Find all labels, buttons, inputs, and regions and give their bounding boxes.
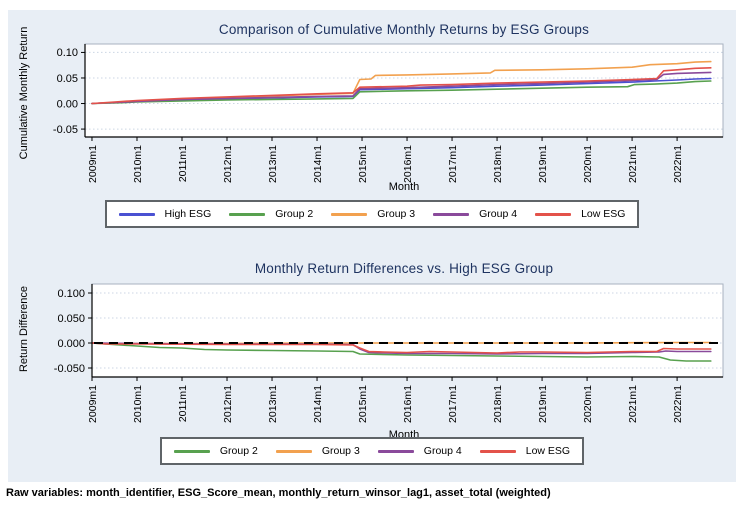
legend-entry-group-3: Group 3 xyxy=(331,208,415,220)
x-tick-label: 2009m1 xyxy=(87,385,99,423)
cumulative-returns-legend: High ESG Group 2 Group 3 Group 4 Low ESG xyxy=(8,200,736,228)
legend-entry-group-2: Group 2 xyxy=(229,208,313,220)
x-tick-label: 2012m1 xyxy=(222,145,234,183)
x-tick-label: 2011m1 xyxy=(177,385,189,422)
x-tick-label: 2017m1 xyxy=(447,145,459,183)
legend-line-swatch xyxy=(229,212,266,216)
x-tick-label: 2012m1 xyxy=(222,385,234,423)
x-tick-label: 2010m1 xyxy=(132,385,144,423)
legend-line-swatch xyxy=(535,212,572,216)
y-tick-label: 0.05 xyxy=(57,73,78,85)
x-tick-label: 2022m1 xyxy=(672,385,684,423)
x-tick-label: 2019m1 xyxy=(537,385,549,423)
legend-line-swatch xyxy=(173,449,210,453)
x-tick-label: 2013m1 xyxy=(267,145,279,183)
legend-entry-high-esg: High ESG xyxy=(118,208,212,220)
x-tick-label: 2019m1 xyxy=(537,145,549,183)
legend-line-swatch xyxy=(479,449,516,453)
legend-line-swatch xyxy=(331,212,368,216)
x-tick-label: 2017m1 xyxy=(447,385,459,423)
raw-variables-note: Raw variables: month_identifier, ESG_Sco… xyxy=(6,487,551,499)
series-line-low-esg xyxy=(91,66,712,105)
legend-label: High ESG xyxy=(164,208,212,220)
x-tick-label: 2009m1 xyxy=(87,145,99,183)
x-tick-label: 2021m1 xyxy=(627,145,639,183)
return-differences-chart-title: Monthly Return Differences vs. High ESG … xyxy=(254,261,554,276)
legend-label: Low ESG xyxy=(525,445,571,457)
series-line-group-4 xyxy=(91,71,712,105)
legend-label: Group 4 xyxy=(479,208,518,220)
graph-figure: Comparison of Cumulative Monthly Returns… xyxy=(8,10,736,482)
legend-entry-low-esg: Low ESG xyxy=(479,445,571,457)
x-tick-label: 2020m1 xyxy=(582,145,594,183)
y-tick-label: -0.050 xyxy=(54,363,85,375)
legend-line-swatch xyxy=(433,212,470,216)
y-tick-label: -0.05 xyxy=(53,124,78,136)
legend-entry-group-2: Group 2 xyxy=(173,445,258,457)
legend-label: Group 3 xyxy=(377,208,416,220)
legend-entry-group-4: Group 4 xyxy=(377,445,462,457)
y-tick-label: 0.00 xyxy=(57,98,78,110)
x-tick-label: 2016m1 xyxy=(402,145,414,183)
legend-entry-group-3: Group 3 xyxy=(275,445,360,457)
y-tick-label: 0.000 xyxy=(57,338,85,350)
x-tick-label: 2011m1 xyxy=(177,145,189,182)
x-tick-label: 2021m1 xyxy=(627,385,639,423)
cumulative-returns-x-axis-title: Month xyxy=(388,181,420,193)
plot-area xyxy=(91,283,724,378)
cumulative-returns-chart: 0.10 0.05 0.00 -0.05 2009m1 2010m1 2011m1 2012m… xyxy=(53,43,724,183)
legend-entry-low-esg: Low ESG xyxy=(535,208,625,220)
y-tick-label: 0.050 xyxy=(57,313,85,325)
x-tick-label: 2022m1 xyxy=(672,145,684,183)
legend-box: Group 2 Group 3 Group 4 Low ESG xyxy=(159,437,585,465)
legend-label: Group 3 xyxy=(321,445,360,457)
series-line-low-esg xyxy=(91,342,712,354)
legend-line-swatch xyxy=(275,449,312,453)
legend-box: High ESG Group 2 Group 3 Group 4 Low ESG xyxy=(104,200,640,228)
series-line-group-2 xyxy=(91,80,712,105)
x-tick-label: 2020m1 xyxy=(582,385,594,423)
y-tick-label: 0.10 xyxy=(57,47,78,59)
legend-line-swatch xyxy=(377,449,414,453)
x-tick-label: 2014m1 xyxy=(312,385,324,423)
x-tick-label: 2018m1 xyxy=(492,145,504,183)
legend-label: Group 4 xyxy=(423,445,462,457)
legend-label: Group 2 xyxy=(275,208,314,220)
x-tick-label: 2014m1 xyxy=(312,145,324,183)
x-tick-label: 2015m1 xyxy=(357,385,369,423)
x-tick-label: 2010m1 xyxy=(132,145,144,183)
x-tick-label: 2016m1 xyxy=(402,385,414,423)
x-tick-label: 2015m1 xyxy=(357,145,369,183)
return-differences-legend: Group 2 Group 3 Group 4 Low ESG xyxy=(8,437,736,465)
legend-line-swatch xyxy=(118,212,155,216)
legend-entry-group-4: Group 4 xyxy=(433,208,517,220)
legend-label: Low ESG xyxy=(581,208,626,220)
x-tick-label: 2013m1 xyxy=(267,385,279,423)
series-line-group-2 xyxy=(91,342,712,362)
y-tick-label: 0.100 xyxy=(57,288,85,300)
x-tick-label: 2018m1 xyxy=(492,385,504,423)
legend-label: Group 2 xyxy=(219,445,258,457)
cumulative-returns-chart-title: Comparison of Cumulative Monthly Returns… xyxy=(218,22,590,37)
